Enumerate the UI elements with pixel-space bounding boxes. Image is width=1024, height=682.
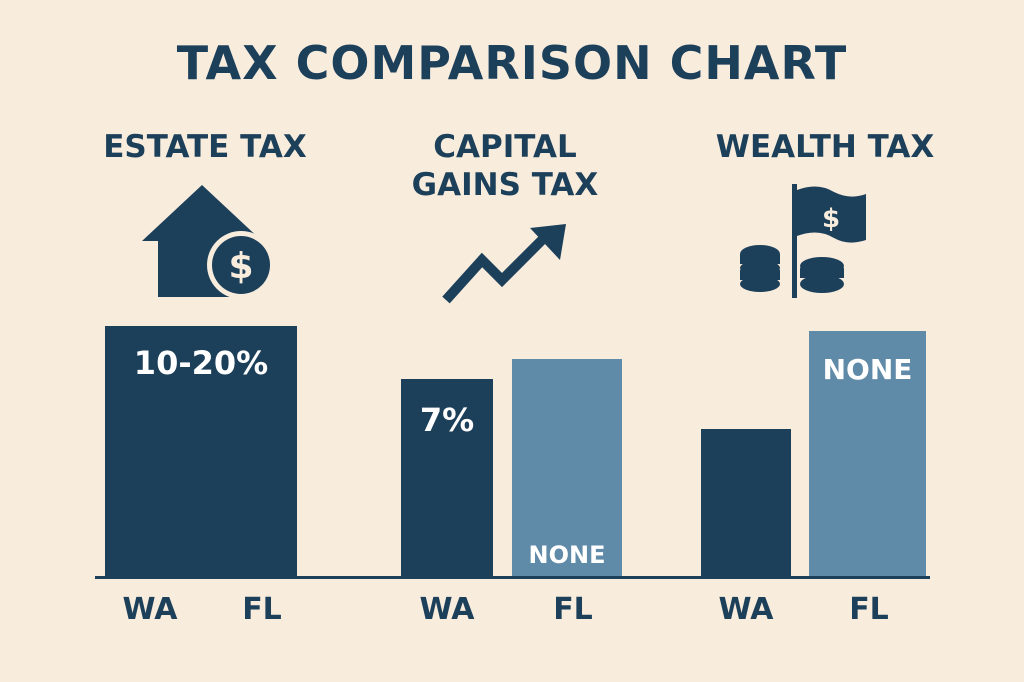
bar-2-fl: NONE [809, 331, 926, 577]
x-label-estate-fl: FL [242, 592, 282, 627]
bar-2-wa [701, 428, 791, 577]
house-dollar-icon: $ [142, 185, 275, 299]
trend-up-arrow-icon [442, 224, 566, 304]
svg-text:$: $ [228, 246, 253, 287]
bar-0-wa-fl: 10-20% [105, 326, 297, 577]
x-label-cg-wa: WA [419, 592, 475, 627]
coins-flag-icon: $ [740, 184, 866, 298]
x-label-cg-fl: FL [553, 592, 593, 627]
x-label-wealth-fl: FL [849, 592, 889, 627]
category-label-estate-tax: ESTATE TAX [103, 129, 307, 165]
category-label-wealth-tax: WEALTH TAX [715, 129, 935, 165]
bar-value-label: NONE [822, 353, 913, 387]
category-label-capital-gains-tax: CAPITAL GAINS TAX [411, 129, 599, 203]
bar-value-label: 10-20% [133, 344, 269, 382]
x-label-estate-wa: WA [122, 592, 178, 627]
x-axis-baseline [95, 576, 930, 579]
x-label-wealth-wa: WA [718, 592, 774, 627]
bar-1-fl: NONE [512, 358, 622, 577]
bar-value-label: NONE [528, 540, 606, 569]
chart-title: TAX COMPARISON CHART [176, 36, 848, 90]
bar-value-label: 7% [419, 400, 475, 439]
svg-text:$: $ [822, 204, 840, 234]
bar-1-wa: 7% [401, 378, 493, 577]
